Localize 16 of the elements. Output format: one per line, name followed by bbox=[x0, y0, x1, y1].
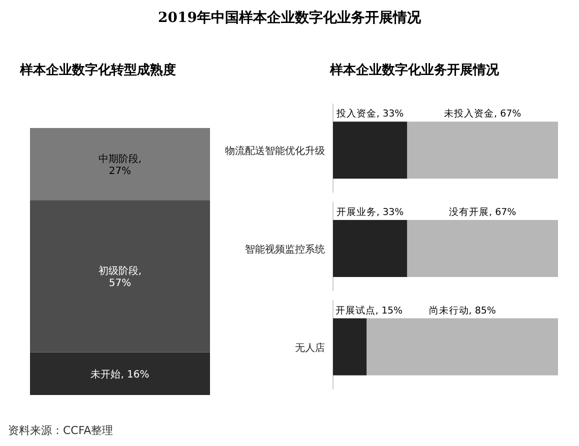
data-label: 投入资金, 33% bbox=[336, 108, 404, 120]
y-tick-label: 无人店 bbox=[295, 342, 325, 354]
data-label: 开展业务, 33% bbox=[336, 206, 404, 218]
data-label: 未开始, 16% bbox=[90, 368, 150, 381]
data-label: 没有开展, 67% bbox=[449, 206, 516, 218]
data-label: 初级阶段, 57% bbox=[98, 265, 142, 290]
y-tick-label: 物流配送智能优化升级 bbox=[225, 145, 325, 158]
data-label: 尚未行动, 85% bbox=[428, 304, 496, 316]
chart-title: 样本企业数字化业务开展情况 bbox=[329, 62, 500, 78]
y-tick-label: 智能视频监控系统 bbox=[245, 243, 325, 256]
chart-subtitle: 样本企业数字化转型成熟度 bbox=[19, 62, 176, 78]
text: 资料来源：CCFA整理 bbox=[8, 424, 114, 437]
data-label: 开展试点, 15% bbox=[335, 304, 403, 316]
text: 2019年中国样本企业数字化业务开展情况 bbox=[158, 9, 422, 26]
data-label: 未投入资金, 67% bbox=[444, 108, 522, 120]
data-label: 中期阶段, 27% bbox=[98, 153, 142, 178]
